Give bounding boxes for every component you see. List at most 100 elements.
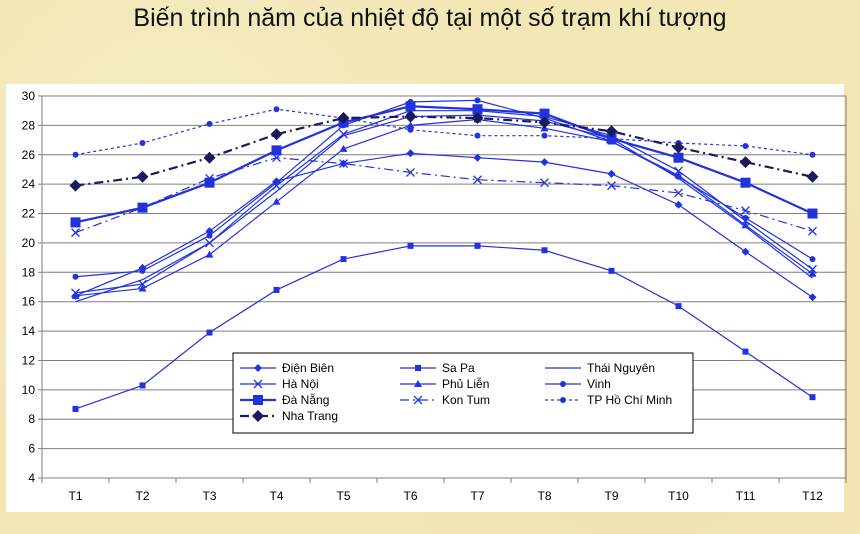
series-group: [75, 114, 813, 303]
x-marker-stroke: [413, 395, 423, 405]
legend-item: Phủ Liễn: [400, 376, 489, 391]
data-point-marker: [605, 125, 618, 138]
data-point-marker: [674, 188, 683, 198]
data-point-marker: [741, 221, 750, 229]
data-point-marker: [541, 132, 548, 139]
data-point-marker: [206, 232, 213, 239]
series-line: [75, 105, 813, 224]
data-point-marker: [413, 395, 423, 405]
legend-label: Phủ Liễn: [442, 376, 489, 391]
y-tick-label: 6: [28, 442, 35, 456]
data-point-marker: [675, 303, 682, 310]
data-point-marker: [339, 144, 348, 152]
x-tick-label: T7: [470, 489, 484, 503]
y-tick-label: 20: [22, 236, 36, 250]
data-point-marker: [71, 291, 80, 299]
data-point-marker: [607, 169, 616, 178]
y-tick-label: 18: [22, 265, 36, 279]
data-point-marker: [473, 153, 482, 162]
x-marker-stroke: [205, 173, 214, 183]
x-tick-label: T9: [604, 489, 618, 503]
data-point-marker: [69, 179, 82, 192]
data-point-marker: [808, 226, 817, 236]
data-point-marker: [339, 129, 348, 139]
data-point-marker: [406, 149, 415, 158]
data-point-marker: [472, 104, 483, 115]
y-tick-label: 16: [22, 295, 36, 309]
legend-item: Hà Nội: [240, 377, 319, 391]
data-point-marker: [806, 170, 819, 183]
data-point-marker: [473, 175, 482, 185]
data-point-marker: [71, 228, 80, 238]
x-marker-stroke: [253, 379, 263, 389]
data-point-marker: [808, 269, 817, 277]
x-tick-label: T2: [135, 489, 149, 503]
series-line: [75, 99, 813, 278]
legend-label: Sa Pa: [442, 361, 475, 375]
chart-container: 4 6 8 10 12 14 16 18 20 22 24 26 28 30 T1 T2 T3 T4 T5 T6 T7 T…: [0, 80, 860, 520]
data-point-marker: [273, 286, 280, 293]
data-point-marker: [253, 395, 263, 405]
legend-label: Nha Trang: [282, 409, 338, 423]
data-point-marker: [540, 178, 549, 188]
data-point-marker: [674, 200, 683, 209]
x-tick-label: T10: [668, 489, 689, 503]
y-tick-label: 12: [22, 353, 36, 367]
series-group: [71, 149, 817, 302]
series-group: [69, 110, 819, 192]
data-point-marker: [560, 397, 566, 403]
x-tick-label: T5: [336, 489, 350, 503]
data-point-marker: [560, 381, 566, 387]
x-marker-stroke: [473, 175, 482, 185]
legend-label: Kon Tum: [442, 393, 490, 407]
data-point-marker: [404, 110, 417, 123]
x-marker-stroke: [138, 279, 147, 289]
y-tick-label: 28: [22, 118, 36, 132]
data-point-marker: [138, 284, 147, 292]
temperature-line-chart: 4 6 8 10 12 14 16 18 20 22 24 26 28 30 T1 T2 T3 T4 T5 T6 T7 T…: [6, 84, 847, 512]
data-point-marker: [415, 365, 421, 371]
data-point-marker: [205, 238, 214, 248]
data-point-marker: [339, 159, 348, 169]
data-point-marker: [741, 206, 750, 216]
data-point-marker: [271, 145, 282, 156]
y-tick-label: 14: [22, 324, 36, 338]
data-point-marker: [72, 405, 79, 412]
x-tick-label: T3: [202, 489, 216, 503]
legend-item: Sa Pa: [400, 361, 475, 375]
data-point-marker: [206, 120, 213, 127]
data-point-marker: [270, 128, 283, 141]
data-point-marker: [471, 112, 484, 125]
data-point-marker: [139, 382, 146, 389]
x-marker-stroke: [808, 226, 817, 236]
data-point-marker: [608, 135, 615, 142]
data-point-marker: [273, 179, 280, 186]
data-point-marker: [405, 101, 416, 112]
series-group: [72, 242, 816, 412]
y-tick-label: 24: [22, 177, 36, 191]
data-point-marker: [608, 267, 615, 274]
data-point-marker: [809, 256, 816, 263]
series-line: [75, 110, 813, 294]
data-point-marker: [741, 247, 750, 256]
series-line: [75, 245, 813, 410]
data-point-marker: [539, 108, 550, 119]
data-point-marker: [70, 217, 81, 228]
data-point-marker: [474, 242, 481, 249]
gridlines: [42, 124, 846, 450]
data-point-marker: [407, 126, 414, 133]
data-point-marker: [607, 181, 616, 191]
chart-area-background: [6, 84, 844, 512]
data-point-marker: [254, 364, 262, 372]
data-point-marker: [474, 132, 481, 139]
data-point-marker: [406, 121, 415, 129]
legend-item: Nha Trang: [240, 409, 338, 423]
x-tick-label: T6: [403, 489, 417, 503]
x-marker-stroke: [406, 167, 415, 177]
y-tick-label: 8: [28, 412, 35, 426]
data-point-marker: [252, 410, 264, 422]
axes: 4 6 8 10 12 14 16 18 20 22 24 26 28 30 T1 T2 T3 T4 T5 T6 T7 T…: [22, 89, 847, 503]
y-tick-label: 10: [22, 383, 36, 397]
series-group: [71, 153, 817, 238]
data-point-marker: [742, 214, 749, 221]
